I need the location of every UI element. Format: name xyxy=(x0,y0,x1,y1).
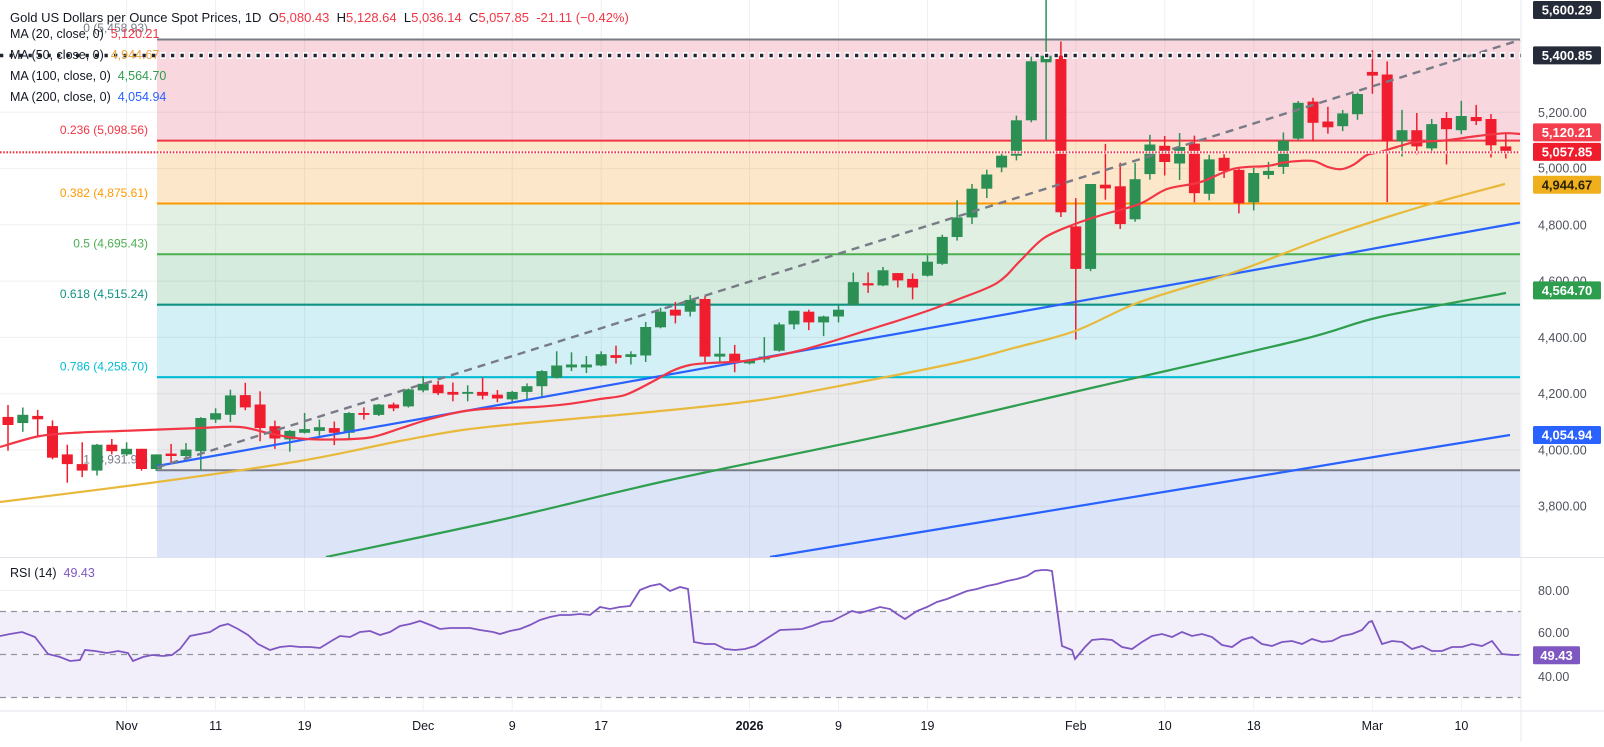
svg-text:4,800.00: 4,800.00 xyxy=(1538,218,1587,232)
svg-text:5,120.21: 5,120.21 xyxy=(1542,125,1593,140)
svg-text:18: 18 xyxy=(1247,719,1261,733)
svg-text:3,800.00: 3,800.00 xyxy=(1538,500,1587,514)
svg-text:40.00: 40.00 xyxy=(1538,670,1569,684)
svg-text:5,057.85: 5,057.85 xyxy=(1542,145,1593,160)
svg-text:0 (5,458.93): 0 (5,458.93) xyxy=(83,21,148,35)
svg-text:4,400.00: 4,400.00 xyxy=(1538,331,1587,345)
svg-text:Mar: Mar xyxy=(1362,719,1384,733)
svg-text:4,054.94: 4,054.94 xyxy=(1542,428,1593,443)
svg-text:MA (200, close, 0) 4,054.94: MA (200, close, 0) 4,054.94 xyxy=(10,90,166,104)
svg-text:10: 10 xyxy=(1158,719,1172,733)
svg-text:5,200.00: 5,200.00 xyxy=(1538,106,1587,120)
svg-text:19: 19 xyxy=(921,719,935,733)
svg-text:10: 10 xyxy=(1454,719,1468,733)
svg-text:17: 17 xyxy=(594,719,608,733)
svg-text:11: 11 xyxy=(209,719,222,733)
svg-text:Dec: Dec xyxy=(412,719,434,733)
svg-text:9: 9 xyxy=(835,719,842,733)
svg-text:MA (20, close, 0) 5,120.21: MA (20, close, 0) 5,120.21 xyxy=(10,27,159,41)
svg-text:19: 19 xyxy=(298,719,312,733)
svg-text:4,944.67: 4,944.67 xyxy=(1542,177,1593,192)
svg-text:9: 9 xyxy=(509,719,516,733)
svg-text:MA (50, close, 0) 4,944.67: MA (50, close, 0) 4,944.67 xyxy=(10,48,159,62)
svg-text:0.786 (4,258.70): 0.786 (4,258.70) xyxy=(60,360,148,374)
svg-text:4,564.70: 4,564.70 xyxy=(1542,283,1593,298)
svg-text:5,000.00: 5,000.00 xyxy=(1538,162,1587,176)
svg-text:60.00: 60.00 xyxy=(1538,626,1569,640)
svg-text:4,000.00: 4,000.00 xyxy=(1538,443,1587,457)
svg-text:MA (100, close, 0) 4,564.70: MA (100, close, 0) 4,564.70 xyxy=(10,69,166,83)
svg-text:0.236 (5,098.56): 0.236 (5,098.56) xyxy=(60,123,148,137)
svg-text:4,200.00: 4,200.00 xyxy=(1538,387,1587,401)
svg-text:RSI (14) 49.43: RSI (14) 49.43 xyxy=(10,566,95,580)
svg-text:49.43: 49.43 xyxy=(1540,648,1573,663)
svg-text:5,600.29: 5,600.29 xyxy=(1542,3,1593,18)
svg-text:80.00: 80.00 xyxy=(1538,584,1569,598)
svg-text:Gold US Dollars per Ounce Spot: Gold US Dollars per Ounce Spot Prices, 1… xyxy=(10,10,629,25)
svg-text:0.618 (4,515.24): 0.618 (4,515.24) xyxy=(60,287,148,301)
svg-text:Feb: Feb xyxy=(1065,719,1087,733)
svg-text:0.5 (4,695.43): 0.5 (4,695.43) xyxy=(73,237,148,251)
svg-text:5,400.85: 5,400.85 xyxy=(1542,48,1593,63)
svg-text:2026: 2026 xyxy=(736,719,764,733)
svg-text:0.382 (4,875.61): 0.382 (4,875.61) xyxy=(60,186,148,200)
svg-text:Nov: Nov xyxy=(115,719,138,733)
